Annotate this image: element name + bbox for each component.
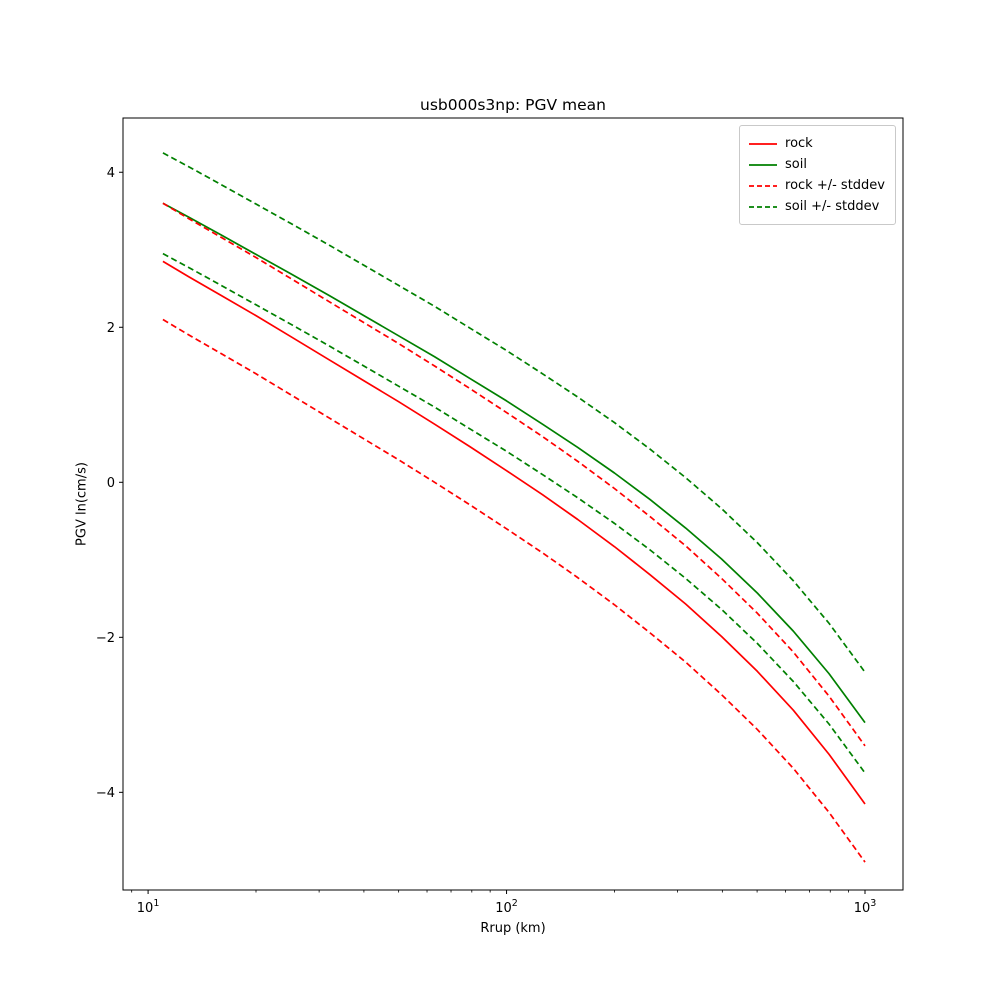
legend-item: rock +/- stddev (749, 175, 885, 196)
series-lower-rock-stddev (162, 318, 866, 863)
series-rock (162, 260, 866, 805)
series-soil (162, 202, 866, 724)
legend-line-sample (749, 184, 778, 188)
legend-line-sample (749, 142, 778, 146)
legend-line-sample (749, 205, 778, 209)
y-tick-label: 4 (107, 166, 115, 181)
series-upper-soil-stddev (162, 152, 866, 673)
y-axis-label: PGV ln(cm/s) (74, 462, 90, 546)
x-tick-label: 101 (137, 898, 160, 916)
legend-item: rock (749, 133, 885, 154)
legend-item: soil +/- stddev (749, 196, 885, 217)
legend-label: soil +/- stddev (785, 199, 880, 214)
series-upper-rock-stddev (162, 202, 866, 747)
y-tick-label: 2 (107, 321, 115, 336)
y-tick-label: −2 (96, 631, 115, 646)
legend-label: rock (785, 136, 813, 151)
series-lower-soil-stddev (162, 252, 866, 774)
x-tick-label: 102 (495, 898, 518, 916)
x-tick-label: 103 (854, 898, 877, 916)
y-tick-label: 0 (107, 476, 115, 491)
legend-item: soil (749, 154, 885, 175)
x-axis-label: Rrup (km) (480, 921, 546, 936)
legend: rock soil rock +/- stddev soil +/- stddev (739, 125, 896, 225)
axes-frame (122, 117, 904, 891)
chart-title: usb000s3np: PGV mean (420, 96, 606, 114)
legend-label: rock +/- stddev (785, 178, 885, 193)
legend-line-sample (749, 163, 778, 167)
legend-label: soil (785, 157, 807, 172)
y-tick-label: −4 (96, 786, 115, 801)
